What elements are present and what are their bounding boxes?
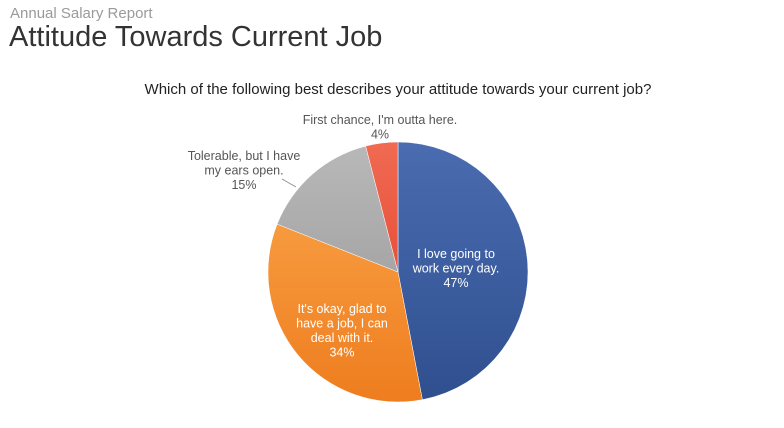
slice-label: Tolerable, but I have my ears open. <box>188 149 301 178</box>
slice-label: It's okay, glad to have a job, I can deal … <box>296 302 388 345</box>
pie-slice <box>276 145 399 273</box>
slice-label: I love going to work every day. <box>412 247 500 276</box>
slice-label: First chance, I'm outta here. <box>303 113 458 127</box>
slice-percent-label: 4% <box>371 128 389 142</box>
slice-percent-label: 15% <box>231 178 256 192</box>
pie-slice <box>365 141 399 273</box>
pie-slice <box>267 223 423 403</box>
slice-percent-label: 47% <box>443 276 468 290</box>
slice-percent-label: 34% <box>329 346 354 360</box>
page-title: Attitude Towards Current Job <box>9 21 383 53</box>
chart-title: Which of the following best describes yo… <box>144 81 652 98</box>
label-leader-line <box>281 178 297 188</box>
report-kicker: Annual Salary Report <box>10 5 153 22</box>
pie-slice <box>397 141 529 400</box>
